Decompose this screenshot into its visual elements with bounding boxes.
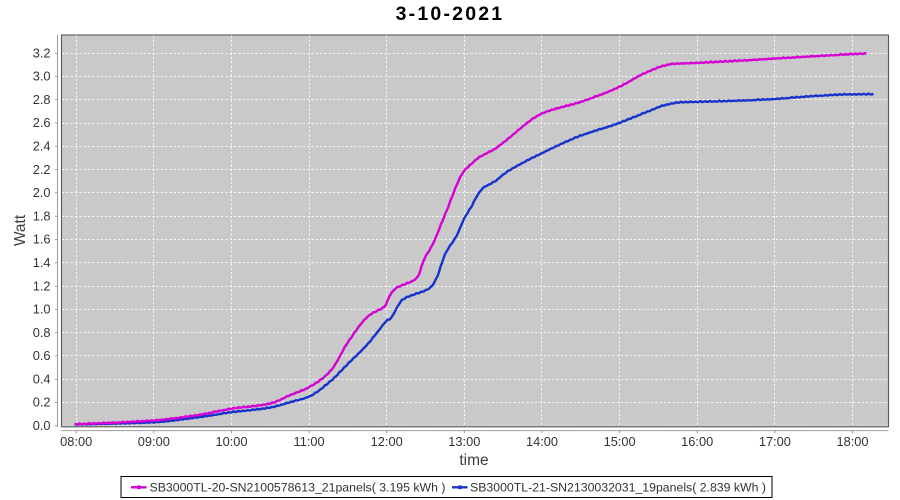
svg-text:17:00: 17:00	[759, 434, 791, 449]
svg-text:Watt: Watt	[12, 214, 29, 246]
svg-text:SB3000TL-20-SN2100578613_21pan: SB3000TL-20-SN2100578613_21panels( 3.195…	[150, 481, 446, 495]
svg-text:09:00: 09:00	[138, 434, 170, 449]
svg-text:15:00: 15:00	[604, 434, 636, 449]
svg-text:3.0: 3.0	[33, 69, 51, 84]
svg-text:2.6: 2.6	[33, 115, 51, 130]
svg-text:1.2: 1.2	[33, 278, 51, 293]
svg-text:2.0: 2.0	[33, 185, 51, 200]
svg-text:13:00: 13:00	[448, 434, 480, 449]
svg-text:time: time	[459, 452, 488, 469]
svg-text:11:00: 11:00	[294, 434, 325, 449]
svg-text:0.2: 0.2	[33, 395, 51, 410]
svg-text:10:00: 10:00	[215, 434, 247, 449]
svg-text:1.8: 1.8	[33, 208, 51, 223]
svg-text:3.2: 3.2	[33, 45, 51, 60]
svg-text:0.6: 0.6	[33, 348, 51, 363]
svg-text:0.4: 0.4	[33, 371, 51, 386]
svg-text:SB3000TL-21-SN2130032031_19pan: SB3000TL-21-SN2130032031_19panels( 2.839…	[470, 481, 766, 495]
svg-text:2.8: 2.8	[33, 92, 51, 107]
svg-text:08:00: 08:00	[60, 434, 92, 449]
svg-text:14:00: 14:00	[526, 434, 558, 449]
svg-text:1.4: 1.4	[33, 255, 51, 270]
svg-text:0.8: 0.8	[33, 325, 51, 340]
svg-text:12:00: 12:00	[371, 434, 403, 449]
svg-text:1.0: 1.0	[33, 302, 51, 317]
svg-text:0.0: 0.0	[33, 418, 51, 433]
svg-text:2.4: 2.4	[33, 139, 51, 154]
svg-text:2.2: 2.2	[33, 162, 51, 177]
svg-text:1.6: 1.6	[33, 232, 51, 247]
svg-text:18:00: 18:00	[836, 434, 868, 449]
svg-text:16:00: 16:00	[681, 434, 713, 449]
svg-text:3-10-2021: 3-10-2021	[396, 3, 505, 25]
